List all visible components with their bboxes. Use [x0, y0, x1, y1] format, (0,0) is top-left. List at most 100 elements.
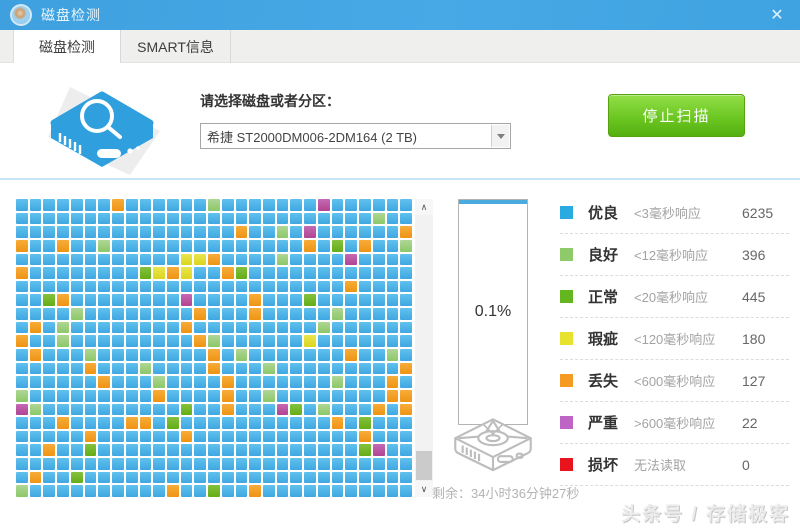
disk-block	[263, 376, 275, 388]
disk-block	[194, 267, 207, 279]
disk-block	[43, 458, 56, 470]
disk-block	[249, 321, 262, 334]
disk-block	[43, 444, 56, 457]
disk-block	[208, 349, 220, 361]
disk-block	[372, 199, 385, 211]
disk-block	[139, 485, 152, 497]
disk-block	[290, 485, 303, 497]
disk-block	[317, 321, 330, 334]
disk-block	[290, 212, 303, 225]
disk-block	[16, 199, 28, 211]
tab-disk-check[interactable]: 磁盘检测	[14, 30, 121, 64]
disk-block	[98, 417, 111, 429]
legend: 优良 <3毫秒响应 6235 良好 <12毫秒响应 396 正常 <20毫秒响应…	[560, 192, 789, 486]
disk-block	[112, 253, 124, 266]
disk-block	[304, 417, 316, 429]
disk-block	[400, 239, 412, 252]
disk-block	[372, 417, 385, 429]
disk-block	[16, 349, 28, 361]
disk-block	[208, 199, 220, 211]
disk-block	[57, 417, 69, 429]
disk-block	[43, 212, 56, 225]
disk-block	[221, 226, 234, 238]
disk-block	[112, 321, 124, 334]
disk-block	[345, 321, 358, 334]
disk-block	[84, 308, 97, 320]
disk-block	[235, 403, 248, 416]
disk-block	[153, 430, 165, 443]
scroll-up-icon[interactable]: ∧	[415, 199, 433, 215]
dropdown-arrow-icon[interactable]	[491, 125, 509, 147]
disk-block	[372, 321, 385, 334]
disk-block	[125, 308, 138, 320]
disk-block	[43, 253, 56, 266]
disk-block	[98, 253, 111, 266]
scrollbar-thumb[interactable]	[416, 451, 432, 480]
disk-block	[400, 308, 412, 320]
disk-block	[16, 430, 28, 443]
disk-block	[345, 308, 358, 320]
disk-block	[29, 417, 42, 429]
disk-block	[221, 485, 234, 497]
legend-desc: >600毫秒响应	[634, 416, 716, 431]
disk-block	[304, 376, 316, 388]
disk-select[interactable]: 希捷 ST2000DM006-2DM164 (2 TB)	[200, 123, 511, 149]
disk-block	[139, 471, 152, 484]
grid-scrollbar[interactable]: ∧ ∨	[415, 199, 433, 497]
disk-block	[400, 199, 412, 211]
disk-block	[263, 485, 275, 497]
disk-block	[84, 389, 97, 402]
legend-row-excellent: 优良 <3毫秒响应 6235	[560, 192, 789, 234]
disk-block	[317, 389, 330, 402]
disk-block	[221, 444, 234, 457]
disk-block	[331, 280, 344, 293]
disk-block	[359, 376, 371, 388]
disk-block	[98, 239, 111, 252]
disk-block	[290, 321, 303, 334]
legend-swatch-severe	[560, 416, 573, 429]
disk-block	[304, 212, 316, 225]
disk-block	[386, 267, 399, 279]
disk-block	[29, 485, 42, 497]
disk-block	[166, 321, 179, 334]
disk-block	[16, 267, 28, 279]
disk-block	[400, 403, 412, 416]
disk-block	[29, 226, 42, 238]
disk-block	[263, 212, 275, 225]
disk-block	[317, 376, 330, 388]
disk-block	[98, 458, 111, 470]
disk-block	[84, 253, 97, 266]
disk-block	[317, 280, 330, 293]
disk-block	[112, 458, 124, 470]
disk-block	[70, 485, 83, 497]
disk-block	[317, 253, 330, 266]
stop-scan-button[interactable]: 停止扫描	[608, 94, 745, 137]
watermark: 头条号 / 存储极客	[621, 504, 790, 525]
disk-block	[98, 226, 111, 238]
disk-block	[317, 308, 330, 320]
disk-block	[125, 253, 138, 266]
disk-block	[153, 349, 165, 361]
disk-block	[386, 199, 399, 211]
close-icon[interactable]: ✕	[770, 7, 784, 24]
disk-block	[235, 321, 248, 334]
header-section: 请选择磁盘或者分区： 希捷 ST2000DM006-2DM164 (2 TB) …	[0, 63, 800, 178]
disk-block	[372, 239, 385, 252]
disk-block	[345, 485, 358, 497]
scroll-down-icon[interactable]: ∨	[415, 481, 433, 497]
disk-block	[276, 335, 289, 347]
disk-block	[125, 267, 138, 279]
tab-smart-info[interactable]: SMART信息	[121, 30, 231, 63]
disk-block	[29, 444, 42, 457]
legend-name: 严重	[588, 415, 619, 432]
disk-block	[112, 471, 124, 484]
disk-block	[235, 199, 248, 211]
disk-block	[84, 226, 97, 238]
disk-block	[57, 335, 69, 347]
disk-block	[221, 239, 234, 252]
legend-swatch-good	[560, 248, 573, 261]
disk-block	[290, 417, 303, 429]
disk-block	[317, 485, 330, 497]
legend-count: 6235	[742, 204, 774, 221]
disk-block	[16, 321, 28, 334]
